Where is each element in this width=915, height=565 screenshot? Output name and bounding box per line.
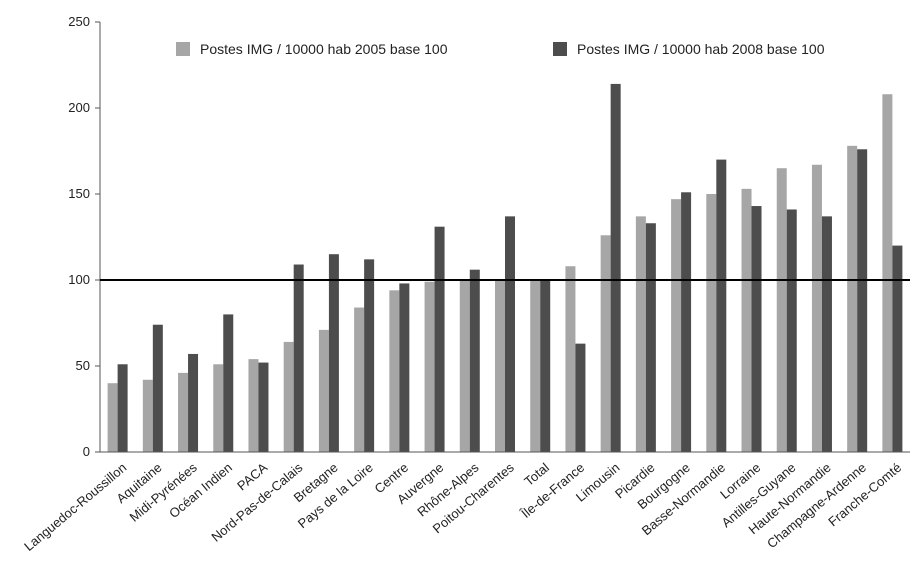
legend-label-2005: Postes IMG / 10000 hab 2005 base 100 xyxy=(200,41,448,57)
legend-swatch-2008 xyxy=(553,42,567,56)
bar-2008 xyxy=(117,364,128,452)
bar-2005 xyxy=(776,168,787,452)
bar-2008 xyxy=(716,159,727,452)
y-tick-label: 100 xyxy=(68,272,90,287)
bar-2005 xyxy=(424,281,435,452)
bar-2008 xyxy=(434,226,445,452)
bar-2005 xyxy=(882,94,893,453)
bar-2008 xyxy=(786,209,797,452)
bar-2005 xyxy=(847,145,858,452)
bar-2008 xyxy=(540,280,551,452)
bar-2005 xyxy=(142,379,153,452)
bar-2008 xyxy=(645,223,656,452)
bar-2005 xyxy=(248,359,259,452)
bar-2008 xyxy=(575,343,586,452)
bar-2005 xyxy=(706,194,717,452)
bar-2008 xyxy=(469,269,480,452)
bar-2008 xyxy=(681,192,692,452)
bar-2008 xyxy=(751,206,762,452)
bar-2008 xyxy=(399,283,410,452)
bar-2008 xyxy=(293,264,304,452)
bar-2005 xyxy=(600,235,611,452)
bar-2008 xyxy=(892,245,903,452)
bar-2005 xyxy=(811,164,822,452)
bar-2008 xyxy=(610,83,621,453)
legend: Postes IMG / 10000 hab 2005 base 100 Post… xyxy=(176,41,825,57)
bar-2008 xyxy=(152,324,163,452)
bar-2008 xyxy=(258,362,269,452)
y-tick-label: 150 xyxy=(68,186,90,201)
bar-2008 xyxy=(188,353,199,452)
bar-2008 xyxy=(328,254,339,452)
x-category-label: Languedoc-Roussillon xyxy=(21,460,129,554)
bar-2008 xyxy=(821,216,832,452)
bar-2005 xyxy=(530,280,541,452)
bar-2005 xyxy=(213,364,224,452)
bar-2005 xyxy=(565,266,576,452)
legend-label-2008: Postes IMG / 10000 hab 2008 base 100 xyxy=(577,41,825,57)
bar-2005 xyxy=(178,372,189,452)
bar-2005 xyxy=(283,341,294,452)
bar-2008 xyxy=(505,216,515,452)
bar-2005 xyxy=(741,188,752,452)
bar-2008 xyxy=(364,259,375,452)
y-tick-label: 50 xyxy=(76,358,90,373)
legend-swatch-2005 xyxy=(176,42,190,56)
bar-2005 xyxy=(354,307,365,452)
bar-2005 xyxy=(318,329,329,452)
bar-2008 xyxy=(223,314,234,452)
y-tick-label: 200 xyxy=(68,100,90,115)
bar-2005 xyxy=(459,280,470,452)
bars-group xyxy=(107,83,903,453)
bar-2005 xyxy=(671,199,682,452)
bar-2005 xyxy=(635,216,646,452)
bar-2005 xyxy=(495,280,505,452)
bar-2005 xyxy=(107,383,118,452)
y-tick-label: 0 xyxy=(83,444,90,459)
bar-2005 xyxy=(389,290,400,452)
y-tick-label: 250 xyxy=(68,14,90,29)
bar-2008 xyxy=(857,149,868,452)
